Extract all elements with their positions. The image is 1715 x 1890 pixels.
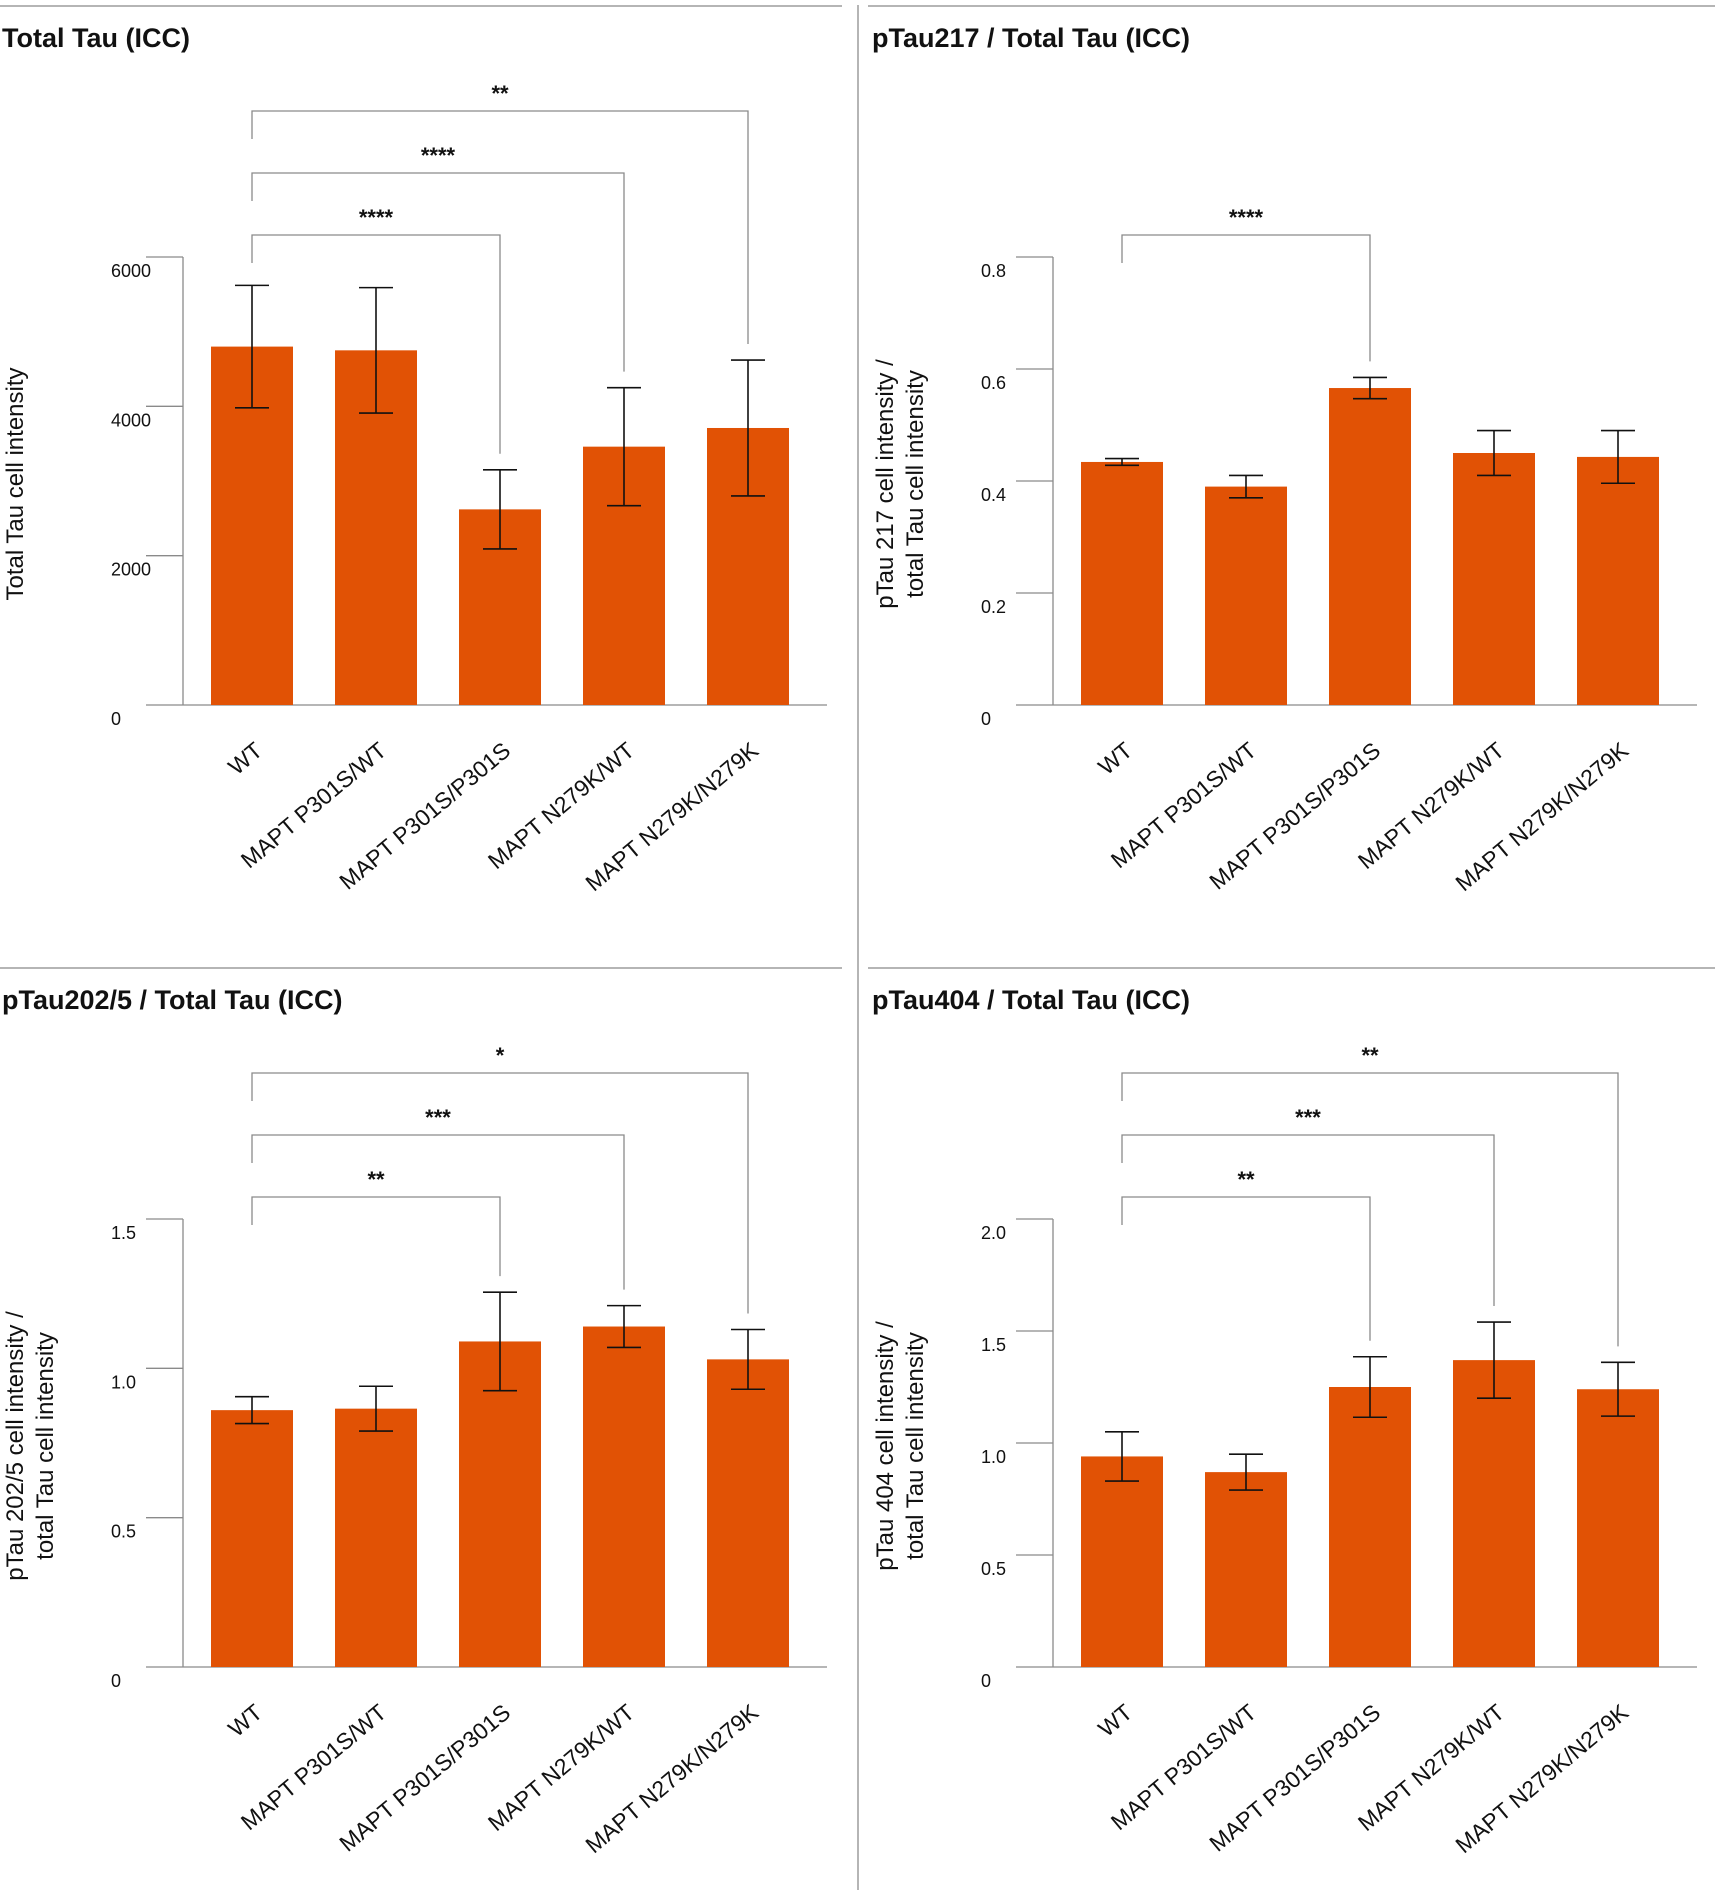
chart-panel-total-tau: Total Tau (ICC) 0 2000 4000 6000 **** **** ** W…: [0, 5, 850, 960]
top-divider-right: [868, 5, 1715, 7]
category-label: WT: [223, 1699, 267, 1742]
category-label: WT: [223, 737, 267, 780]
significance-label: **: [491, 81, 509, 106]
y-tick-label: 6000: [111, 261, 151, 281]
y-tick-label: 0.2: [981, 597, 1006, 617]
significance-label: ***: [425, 1105, 451, 1130]
top-divider-left: [0, 5, 842, 7]
y-axis-label: total Tau cell intensity: [902, 370, 929, 598]
significance-bracket: [251, 234, 501, 454]
bar: [1081, 461, 1163, 705]
bar: [1329, 1387, 1411, 1667]
y-tick-label: 0.5: [111, 1522, 136, 1542]
y-tick-label: 0: [981, 1671, 991, 1691]
category-label: WT: [1093, 737, 1137, 780]
y-axis-label: pTau 404 cell intensity /: [872, 1321, 899, 1571]
chart-panel-ptau217: pTau217 / Total Tau (ICC) 0 0.2 0.4 0.6 0.8 *…: [870, 5, 1715, 960]
y-tick-label: 2.0: [981, 1223, 1006, 1243]
chart-title: pTau217 / Total Tau (ICC): [872, 23, 1191, 53]
category-label: WT: [1093, 1699, 1137, 1742]
significance-bracket: [1121, 1196, 1371, 1341]
y-axis-label: total Tau cell intensity: [902, 1332, 929, 1560]
significance-label: *: [496, 1043, 505, 1068]
significance-bracket: [251, 1134, 625, 1290]
bar: [459, 1341, 541, 1667]
significance-bracket: [251, 110, 749, 345]
y-tick-label: 0.5: [981, 1559, 1006, 1579]
y-tick-label: 0.6: [981, 373, 1006, 393]
y-tick-label: 1.5: [981, 1335, 1006, 1355]
bar: [1453, 453, 1535, 705]
significance-label: **: [367, 1167, 385, 1192]
significance-bracket: [1121, 1134, 1495, 1307]
chart-title: pTau404 / Total Tau (ICC): [872, 985, 1191, 1015]
significance-label: ****: [421, 143, 456, 168]
y-tick-label: 0: [981, 709, 991, 729]
y-tick-label: 0.8: [981, 261, 1006, 281]
y-tick-label: 0: [111, 709, 121, 729]
y-tick-label: 0: [111, 1671, 121, 1691]
significance-label: **: [1237, 1167, 1255, 1192]
y-axis-label: pTau 202/5 cell intensity /: [2, 1311, 29, 1581]
significance-bracket: [251, 172, 625, 372]
y-tick-label: 0.4: [981, 485, 1006, 505]
bar: [1577, 1389, 1659, 1667]
significance-label: ****: [359, 205, 394, 230]
y-axis-label: total Tau cell intensity: [32, 1332, 59, 1560]
significance-label: ****: [1229, 205, 1264, 230]
bar: [211, 1410, 293, 1667]
y-axis-label: Total Tau cell intensity: [2, 367, 29, 600]
y-tick-label: 1.5: [111, 1223, 136, 1243]
significance-bracket: [1121, 234, 1371, 362]
bar: [707, 1359, 789, 1667]
significance-bracket: [251, 1196, 501, 1277]
bar: [1081, 1456, 1163, 1667]
chart-title: pTau202/5 / Total Tau (ICC): [2, 985, 343, 1015]
bar: [583, 1326, 665, 1667]
bar: [1329, 388, 1411, 705]
significance-bracket: [1121, 1072, 1619, 1347]
chart-panel-ptau404: pTau404 / Total Tau (ICC) 0 0.5 1.0 1.5 2.0 *…: [870, 967, 1715, 1890]
bar: [1577, 456, 1659, 705]
chart-title: Total Tau (ICC): [2, 23, 190, 53]
y-tick-label: 1.0: [111, 1372, 136, 1392]
y-axis-label: pTau 217 cell intensity /: [872, 359, 899, 609]
y-tick-label: 1.0: [981, 1447, 1006, 1467]
y-tick-label: 2000: [111, 560, 151, 580]
chart-panel-ptau2025: pTau202/5 / Total Tau (ICC) 0 0.5 1.0 1.5 **…: [0, 967, 850, 1890]
bar: [1453, 1360, 1535, 1667]
bar: [1205, 486, 1287, 705]
significance-label: **: [1361, 1043, 1379, 1068]
y-tick-label: 4000: [111, 410, 151, 430]
bar: [335, 1408, 417, 1667]
middle-divider-left: [0, 967, 842, 969]
vertical-divider: [857, 5, 859, 1890]
significance-label: ***: [1295, 1105, 1321, 1130]
middle-divider-right: [868, 967, 1715, 969]
significance-bracket: [251, 1072, 749, 1314]
bar: [1205, 1472, 1287, 1667]
